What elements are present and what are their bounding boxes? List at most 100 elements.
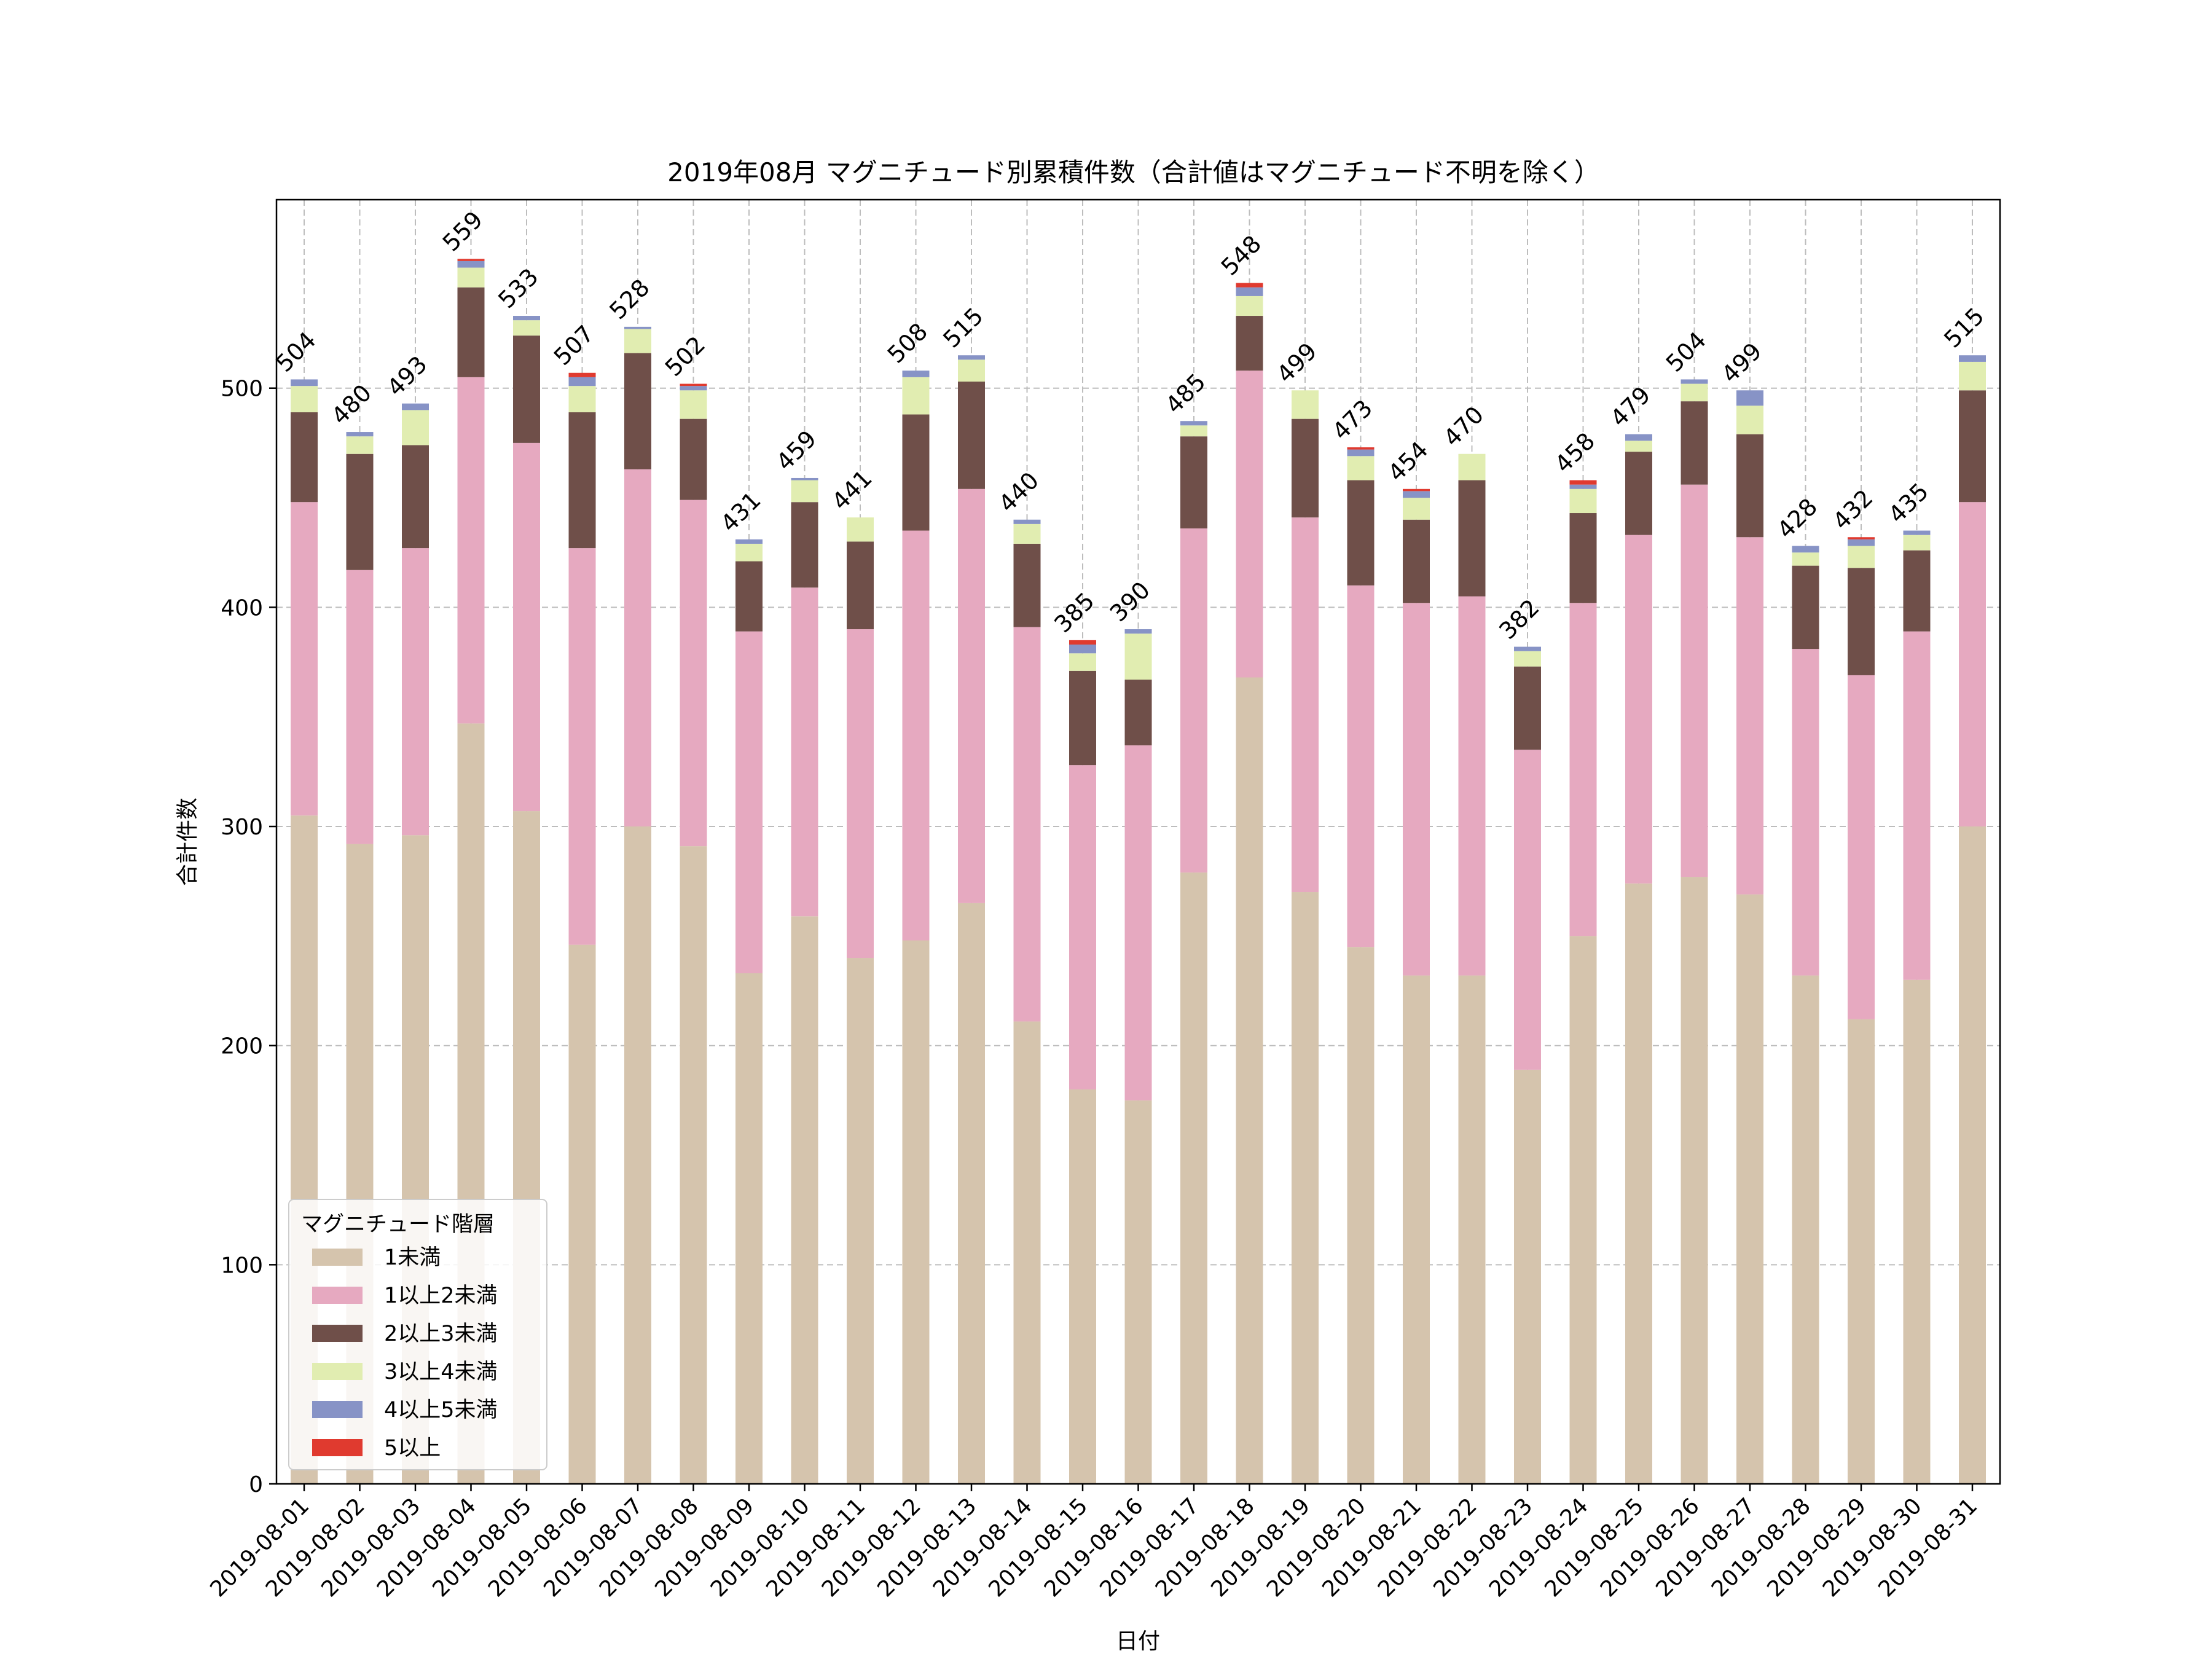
bar-segment (902, 377, 930, 415)
bar-segment (1848, 568, 1875, 675)
bar-segment (346, 436, 374, 454)
bar-segment (1403, 498, 1430, 520)
bar-segment (1292, 418, 1319, 518)
bar-segment (1013, 627, 1041, 1022)
bar-segment (568, 412, 596, 549)
bar-segment (680, 383, 707, 386)
bar-segment (513, 320, 540, 336)
bar-segment (624, 326, 651, 329)
bar-segment (402, 410, 429, 445)
bar-segment (1069, 645, 1096, 654)
bar-segment (1347, 456, 1375, 480)
legend-entry-label: 2以上3未満 (384, 1322, 498, 1346)
bar-segment (1013, 543, 1041, 627)
bar-segment (402, 403, 429, 410)
y-axis: 0 100 200 300 400 500 (221, 377, 276, 1497)
bar-segment (1625, 535, 1652, 884)
legend-title: マグニチュード階層 (301, 1212, 495, 1237)
bar-segment (735, 561, 763, 632)
bar-segment (958, 382, 985, 489)
bar-segment (1069, 765, 1096, 1090)
bar-segment (1013, 1021, 1041, 1484)
bar-segment (291, 386, 318, 412)
bar-segment (1681, 484, 1708, 877)
bar-segment (902, 530, 930, 941)
bar-segment (1458, 480, 1486, 597)
bar-segment (1848, 546, 1875, 568)
bar-segment (1124, 633, 1152, 680)
bar-segment (1903, 530, 1931, 535)
bar-segment (1180, 872, 1207, 1484)
bar-segment (1292, 517, 1319, 893)
bar-segment (1736, 390, 1763, 406)
bar-segment (847, 629, 874, 959)
bar-segment (1347, 947, 1375, 1484)
x-axis-label: 日付 (1116, 1629, 1160, 1654)
bar-segment (1124, 1100, 1152, 1484)
bar-segment (1792, 565, 1819, 649)
bar-segment (1013, 524, 1041, 544)
bar-segment (1124, 629, 1152, 634)
bar-segment (902, 371, 930, 377)
y-axis-label: 合計件数 (175, 798, 200, 886)
bar-segment (1625, 434, 1652, 441)
bar-segment (1403, 491, 1430, 498)
bar-segment (1124, 680, 1152, 746)
bar-segment (1347, 480, 1375, 586)
y-tick-label: 300 (221, 815, 263, 840)
bar-segment (1792, 649, 1819, 976)
bar-segment (291, 379, 318, 386)
bar-segment (457, 267, 485, 288)
bar-segment (1069, 670, 1096, 766)
bar-segment (791, 477, 818, 480)
bar-segment (1236, 287, 1263, 296)
legend-entry-label: 1未満 (384, 1245, 441, 1270)
bar-segment (1903, 535, 1931, 551)
y-tick-label: 200 (221, 1034, 263, 1059)
bar-segment (1959, 361, 1986, 391)
bar-segment (1903, 631, 1931, 980)
bar-segment (1736, 894, 1763, 1484)
bar-segment (902, 414, 930, 531)
bar-segment (457, 287, 485, 377)
bar-segment (1569, 513, 1597, 603)
bar-segment (1403, 519, 1430, 603)
legend-entry-label: 1以上2未満 (384, 1284, 498, 1308)
bar-segment (1792, 975, 1819, 1484)
bar-segment (1681, 877, 1708, 1484)
bar-segment (1069, 1089, 1096, 1484)
bar-segment (624, 353, 651, 469)
bar-segment (1569, 488, 1597, 514)
bar-segment (1848, 675, 1875, 1019)
bar-segment (568, 372, 596, 377)
bar-segment (680, 500, 707, 847)
bar-segment (791, 916, 818, 1484)
bar-segment (1625, 883, 1652, 1484)
bar-segment (513, 335, 540, 443)
bar-segment (1069, 653, 1096, 671)
bar-segment (847, 517, 874, 542)
legend-swatch (312, 1325, 363, 1342)
bar-segment (1458, 975, 1486, 1484)
legend: マグニチュード階層 1未満 1以上2未満 2以上3未満 3以上4未満 4以上5未満 5以上 (288, 1199, 547, 1470)
bar-segment (1848, 537, 1875, 539)
bar-segment (1236, 677, 1263, 1484)
bar-segment (1292, 390, 1319, 419)
bar-segment (1792, 552, 1819, 566)
bar-segment (1736, 434, 1763, 538)
bar-segment (1458, 596, 1486, 976)
bar-segment (1514, 750, 1541, 1070)
bar-segment (291, 412, 318, 503)
bar-segment (346, 570, 374, 844)
bar-segment (735, 539, 763, 544)
bar-segment (1236, 371, 1263, 678)
y-tick-label: 0 (249, 1472, 263, 1497)
bar-segment (902, 940, 930, 1484)
bar-segment (1180, 421, 1207, 426)
bar-segment (735, 543, 763, 562)
bar-segment (346, 432, 374, 437)
bar-segment (568, 386, 596, 412)
bar-segment (1514, 666, 1541, 750)
bar-segment (624, 826, 651, 1484)
